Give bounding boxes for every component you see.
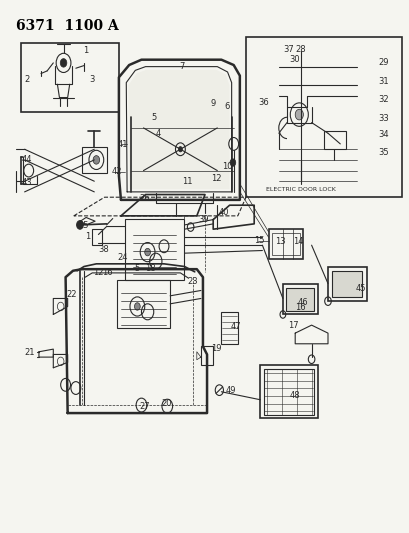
Bar xyxy=(125,219,184,280)
Text: 20: 20 xyxy=(161,399,172,408)
Text: ELECTRIC DOOR LOCK: ELECTRIC DOOR LOCK xyxy=(266,187,335,192)
Bar xyxy=(285,288,313,311)
Text: 27: 27 xyxy=(139,402,149,410)
Text: 37: 37 xyxy=(282,45,293,53)
Text: 21: 21 xyxy=(24,349,35,357)
Polygon shape xyxy=(128,70,229,189)
Text: 23: 23 xyxy=(187,277,198,286)
Bar xyxy=(82,147,106,173)
Text: 15: 15 xyxy=(254,237,264,245)
Bar xyxy=(263,369,313,415)
Text: 32: 32 xyxy=(377,95,388,104)
Text: 3: 3 xyxy=(89,75,95,84)
Bar xyxy=(92,229,102,245)
Text: 36: 36 xyxy=(258,98,268,107)
Text: 5: 5 xyxy=(151,113,156,122)
Circle shape xyxy=(60,59,67,67)
Text: 6371  1100 A: 6371 1100 A xyxy=(16,19,119,33)
Text: 35: 35 xyxy=(377,149,388,157)
Bar xyxy=(245,37,401,197)
Text: 19: 19 xyxy=(210,344,221,352)
Text: 26: 26 xyxy=(139,195,149,203)
Text: 4: 4 xyxy=(155,129,160,138)
Text: 12: 12 xyxy=(93,268,103,277)
Text: 47: 47 xyxy=(230,322,240,330)
Text: 11: 11 xyxy=(182,177,193,185)
Text: 43: 43 xyxy=(21,178,32,187)
Text: 14: 14 xyxy=(292,237,303,246)
Circle shape xyxy=(76,221,83,229)
Circle shape xyxy=(294,109,303,120)
Text: 18: 18 xyxy=(144,264,155,273)
Bar xyxy=(200,346,213,365)
Text: 45: 45 xyxy=(355,285,365,293)
Circle shape xyxy=(229,159,235,166)
Text: 16: 16 xyxy=(294,303,305,311)
Bar xyxy=(323,131,346,149)
Text: 1: 1 xyxy=(83,46,88,55)
Text: 9: 9 xyxy=(210,100,215,108)
Text: 38: 38 xyxy=(98,245,108,254)
Text: 25: 25 xyxy=(78,221,88,230)
Text: 17: 17 xyxy=(287,321,298,329)
Bar xyxy=(331,271,361,297)
Text: 24: 24 xyxy=(117,253,127,262)
Circle shape xyxy=(93,156,99,164)
Bar xyxy=(271,233,299,255)
Circle shape xyxy=(134,303,140,310)
Bar xyxy=(117,280,170,328)
Text: 33: 33 xyxy=(377,114,388,123)
Text: 16: 16 xyxy=(102,268,113,277)
Text: 13: 13 xyxy=(275,237,285,246)
Text: 34: 34 xyxy=(377,130,388,139)
Text: 10: 10 xyxy=(222,162,232,171)
Bar xyxy=(20,43,119,112)
Text: 41: 41 xyxy=(117,141,128,149)
Text: 40: 40 xyxy=(218,208,228,216)
Text: 6: 6 xyxy=(224,102,230,111)
Bar xyxy=(221,312,237,344)
Text: 48: 48 xyxy=(289,391,300,400)
Text: 42: 42 xyxy=(111,167,122,176)
Text: 44: 44 xyxy=(21,156,32,164)
Text: 2: 2 xyxy=(24,75,29,84)
Text: 28: 28 xyxy=(294,45,305,53)
Bar xyxy=(327,266,366,301)
Text: 46: 46 xyxy=(297,298,307,307)
Text: 29: 29 xyxy=(377,58,388,67)
Bar xyxy=(260,365,317,418)
Text: 5: 5 xyxy=(135,264,139,272)
Text: 7: 7 xyxy=(179,62,185,71)
Text: 12: 12 xyxy=(210,174,221,183)
Circle shape xyxy=(144,248,150,256)
Text: 31: 31 xyxy=(377,77,388,85)
Text: 39: 39 xyxy=(198,215,209,224)
Circle shape xyxy=(178,147,182,152)
Text: 30: 30 xyxy=(288,55,299,64)
Text: 1: 1 xyxy=(85,232,90,241)
Bar xyxy=(282,284,317,314)
Text: 22: 22 xyxy=(66,290,77,299)
Text: 49: 49 xyxy=(225,386,236,394)
Bar xyxy=(268,229,303,259)
